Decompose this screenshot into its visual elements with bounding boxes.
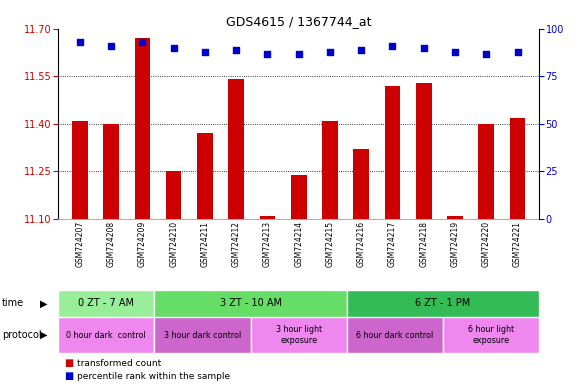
Bar [197, 133, 213, 219]
Text: ■: ■ [64, 358, 73, 368]
Text: GSM724219: GSM724219 [451, 221, 459, 267]
Bar [510, 118, 525, 219]
Point [481, 50, 491, 56]
Bar [166, 171, 182, 219]
Text: ▶: ▶ [40, 298, 47, 308]
Point [419, 45, 429, 51]
Bar [416, 83, 432, 219]
Bar [154, 290, 347, 317]
Text: 6 hour dark control: 6 hour dark control [356, 331, 434, 339]
Bar [58, 317, 154, 353]
Text: GSM724211: GSM724211 [201, 221, 209, 267]
Text: GSM724220: GSM724220 [482, 221, 491, 267]
Point [325, 48, 335, 55]
Bar [103, 124, 119, 219]
Text: ▶: ▶ [40, 330, 47, 340]
Title: GDS4615 / 1367744_at: GDS4615 / 1367744_at [226, 15, 371, 28]
Point [263, 50, 272, 56]
Text: 6 hour light
exposure: 6 hour light exposure [468, 325, 514, 345]
Text: 3 hour light
exposure: 3 hour light exposure [276, 325, 322, 345]
Bar [72, 121, 88, 219]
Text: GSM724212: GSM724212 [231, 221, 241, 267]
Text: ■: ■ [64, 371, 73, 381]
Bar [291, 174, 306, 219]
Text: 0 hour dark  control: 0 hour dark control [66, 331, 146, 339]
Bar [353, 149, 369, 219]
Text: 3 ZT - 10 AM: 3 ZT - 10 AM [220, 298, 281, 308]
Bar [229, 79, 244, 219]
Text: GSM724217: GSM724217 [388, 221, 397, 267]
Text: GSM724221: GSM724221 [513, 221, 522, 267]
Point [75, 39, 85, 45]
Bar [251, 317, 347, 353]
Text: GSM724207: GSM724207 [75, 221, 84, 267]
Text: 6 ZT - 1 PM: 6 ZT - 1 PM [415, 298, 471, 308]
Bar [478, 124, 494, 219]
Bar [58, 290, 154, 317]
Text: GSM724218: GSM724218 [419, 221, 428, 267]
Text: GSM724215: GSM724215 [325, 221, 335, 267]
Text: GSM724210: GSM724210 [169, 221, 178, 267]
Bar [443, 317, 539, 353]
Bar [347, 317, 443, 353]
Point [200, 48, 209, 55]
Bar [385, 86, 400, 219]
Point [138, 39, 147, 45]
Bar [154, 317, 251, 353]
Bar [135, 38, 150, 219]
Point [231, 46, 241, 53]
Text: protocol: protocol [2, 330, 41, 340]
Bar [347, 290, 539, 317]
Text: 0 ZT - 7 AM: 0 ZT - 7 AM [78, 298, 134, 308]
Point [450, 48, 459, 55]
Text: transformed count: transformed count [77, 359, 161, 368]
Point [388, 43, 397, 49]
Bar [322, 121, 338, 219]
Point [107, 43, 116, 49]
Text: GSM724216: GSM724216 [357, 221, 366, 267]
Point [513, 48, 522, 55]
Text: percentile rank within the sample: percentile rank within the sample [77, 372, 230, 381]
Text: 3 hour dark control: 3 hour dark control [164, 331, 241, 339]
Point [294, 50, 303, 56]
Point [169, 45, 178, 51]
Text: GSM724209: GSM724209 [138, 221, 147, 267]
Bar [260, 216, 276, 219]
Text: time: time [2, 298, 24, 308]
Bar [447, 216, 463, 219]
Text: GSM724208: GSM724208 [107, 221, 115, 267]
Text: GSM724214: GSM724214 [294, 221, 303, 267]
Text: GSM724213: GSM724213 [263, 221, 272, 267]
Point [357, 46, 366, 53]
